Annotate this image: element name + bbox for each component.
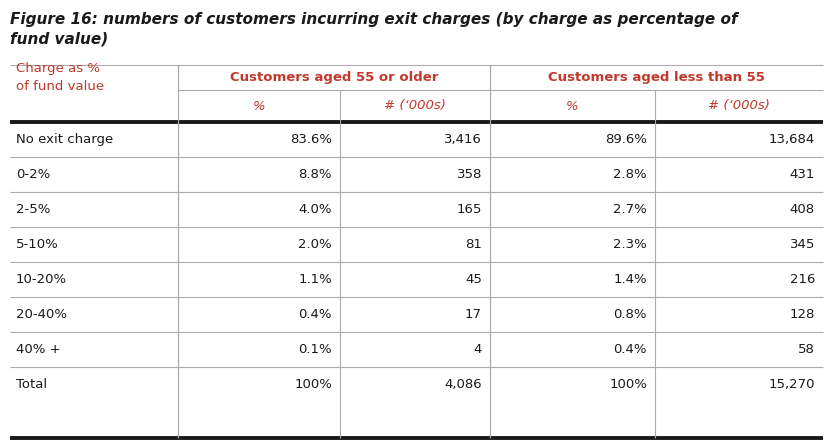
Text: 3,416: 3,416	[444, 133, 482, 146]
Text: 408: 408	[790, 203, 815, 216]
Text: 0.1%: 0.1%	[298, 343, 332, 356]
Text: 40% +: 40% +	[16, 343, 61, 356]
Text: 2.3%: 2.3%	[613, 238, 647, 251]
Text: 5-10%: 5-10%	[16, 238, 59, 251]
Text: 165: 165	[456, 203, 482, 216]
Text: 81: 81	[465, 238, 482, 251]
Text: %: %	[566, 100, 579, 113]
Text: fund value): fund value)	[10, 32, 108, 47]
Text: Customers aged 55 or older: Customers aged 55 or older	[230, 71, 438, 84]
Text: 4.0%: 4.0%	[298, 203, 332, 216]
Text: 2.7%: 2.7%	[613, 203, 647, 216]
Text: 45: 45	[465, 273, 482, 286]
Text: 0.4%: 0.4%	[298, 308, 332, 321]
Text: 1.1%: 1.1%	[298, 273, 332, 286]
Text: 1.4%: 1.4%	[613, 273, 647, 286]
Text: 58: 58	[798, 343, 815, 356]
Text: 358: 358	[456, 168, 482, 181]
Text: 2-5%: 2-5%	[16, 203, 50, 216]
Text: 15,270: 15,270	[769, 378, 815, 391]
Text: No exit charge: No exit charge	[16, 133, 113, 146]
Text: 0.8%: 0.8%	[613, 308, 647, 321]
Text: 89.6%: 89.6%	[605, 133, 647, 146]
Text: 216: 216	[790, 273, 815, 286]
Text: 0.4%: 0.4%	[613, 343, 647, 356]
Text: 20-40%: 20-40%	[16, 308, 67, 321]
Text: 2.0%: 2.0%	[298, 238, 332, 251]
Text: Charge as %: Charge as %	[16, 62, 100, 75]
Text: 100%: 100%	[609, 378, 647, 391]
Text: 8.8%: 8.8%	[298, 168, 332, 181]
Text: of fund value: of fund value	[16, 80, 104, 93]
Text: 128: 128	[790, 308, 815, 321]
Text: 4,086: 4,086	[444, 378, 482, 391]
Text: 2.8%: 2.8%	[613, 168, 647, 181]
Text: 0-2%: 0-2%	[16, 168, 50, 181]
Text: 100%: 100%	[294, 378, 332, 391]
Text: Figure 16: numbers of customers incurring exit charges (by charge as percentage : Figure 16: numbers of customers incurrin…	[10, 12, 738, 27]
Text: Total: Total	[16, 378, 47, 391]
Text: %: %	[252, 100, 266, 113]
Text: 17: 17	[465, 308, 482, 321]
Text: # (‘000s): # (‘000s)	[384, 100, 446, 113]
Text: Customers aged less than 55: Customers aged less than 55	[548, 71, 765, 84]
Text: 10-20%: 10-20%	[16, 273, 67, 286]
Text: 431: 431	[790, 168, 815, 181]
Text: 13,684: 13,684	[769, 133, 815, 146]
Text: # (‘000s): # (‘000s)	[708, 100, 770, 113]
Text: 83.6%: 83.6%	[290, 133, 332, 146]
Text: 345: 345	[790, 238, 815, 251]
Text: 4: 4	[474, 343, 482, 356]
